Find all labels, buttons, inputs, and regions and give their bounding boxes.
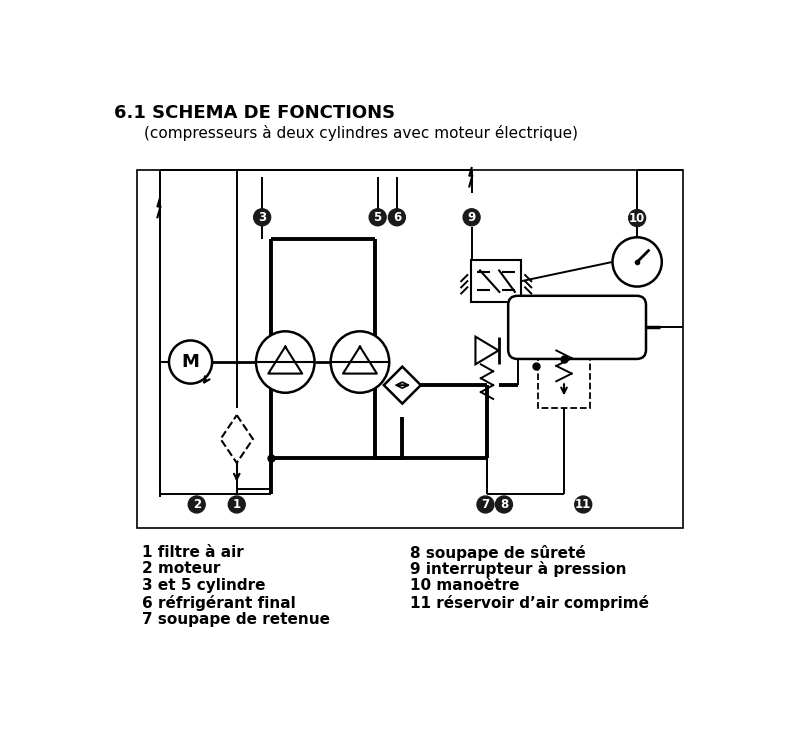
- Bar: [471, 260, 522, 302]
- Text: 6 réfrigérant final: 6 réfrigérant final: [142, 596, 296, 611]
- Circle shape: [169, 341, 212, 384]
- Bar: [538, 339, 590, 408]
- Text: 8 soupape de sûreté: 8 soupape de sûreté: [410, 545, 586, 560]
- Text: 6: 6: [393, 211, 401, 224]
- Text: M: M: [182, 353, 199, 371]
- Text: 6.1 SCHEMA DE FONCTIONS: 6.1 SCHEMA DE FONCTIONS: [114, 104, 394, 122]
- Text: 2: 2: [193, 498, 201, 511]
- Circle shape: [188, 496, 205, 513]
- Circle shape: [613, 237, 662, 287]
- Text: 9 interrupteur à pression: 9 interrupteur à pression: [410, 562, 626, 577]
- Circle shape: [369, 209, 386, 225]
- Text: 3 et 5 cylindre: 3 et 5 cylindre: [142, 579, 266, 593]
- Circle shape: [228, 496, 246, 513]
- Text: 10 manoètre: 10 manoètre: [410, 579, 519, 593]
- Text: 7: 7: [482, 498, 490, 511]
- Text: 3: 3: [258, 211, 266, 224]
- Text: 8: 8: [500, 498, 508, 511]
- Bar: [137, 169, 683, 528]
- Polygon shape: [384, 367, 421, 403]
- Ellipse shape: [330, 331, 390, 392]
- Polygon shape: [475, 337, 498, 364]
- Text: 5: 5: [374, 211, 382, 224]
- Text: 9: 9: [467, 211, 476, 224]
- Circle shape: [574, 496, 592, 513]
- Text: 1: 1: [233, 498, 241, 511]
- Circle shape: [463, 209, 480, 225]
- Circle shape: [495, 496, 513, 513]
- Circle shape: [254, 209, 270, 225]
- FancyBboxPatch shape: [508, 296, 646, 359]
- Ellipse shape: [256, 331, 314, 392]
- Text: 11: 11: [575, 498, 591, 511]
- Text: 2 moteur: 2 moteur: [142, 562, 221, 576]
- Circle shape: [629, 210, 646, 227]
- Text: 10: 10: [629, 211, 646, 225]
- Polygon shape: [221, 415, 253, 463]
- Circle shape: [477, 496, 494, 513]
- Text: (compresseurs à deux cylindres avec moteur électrique): (compresseurs à deux cylindres avec mote…: [144, 125, 578, 141]
- Text: 11 réservoir d’air comprimé: 11 réservoir d’air comprimé: [410, 596, 649, 611]
- Circle shape: [389, 209, 406, 225]
- Text: 1 filtre à air: 1 filtre à air: [142, 545, 244, 559]
- Text: 7 soupape de retenue: 7 soupape de retenue: [142, 613, 330, 627]
